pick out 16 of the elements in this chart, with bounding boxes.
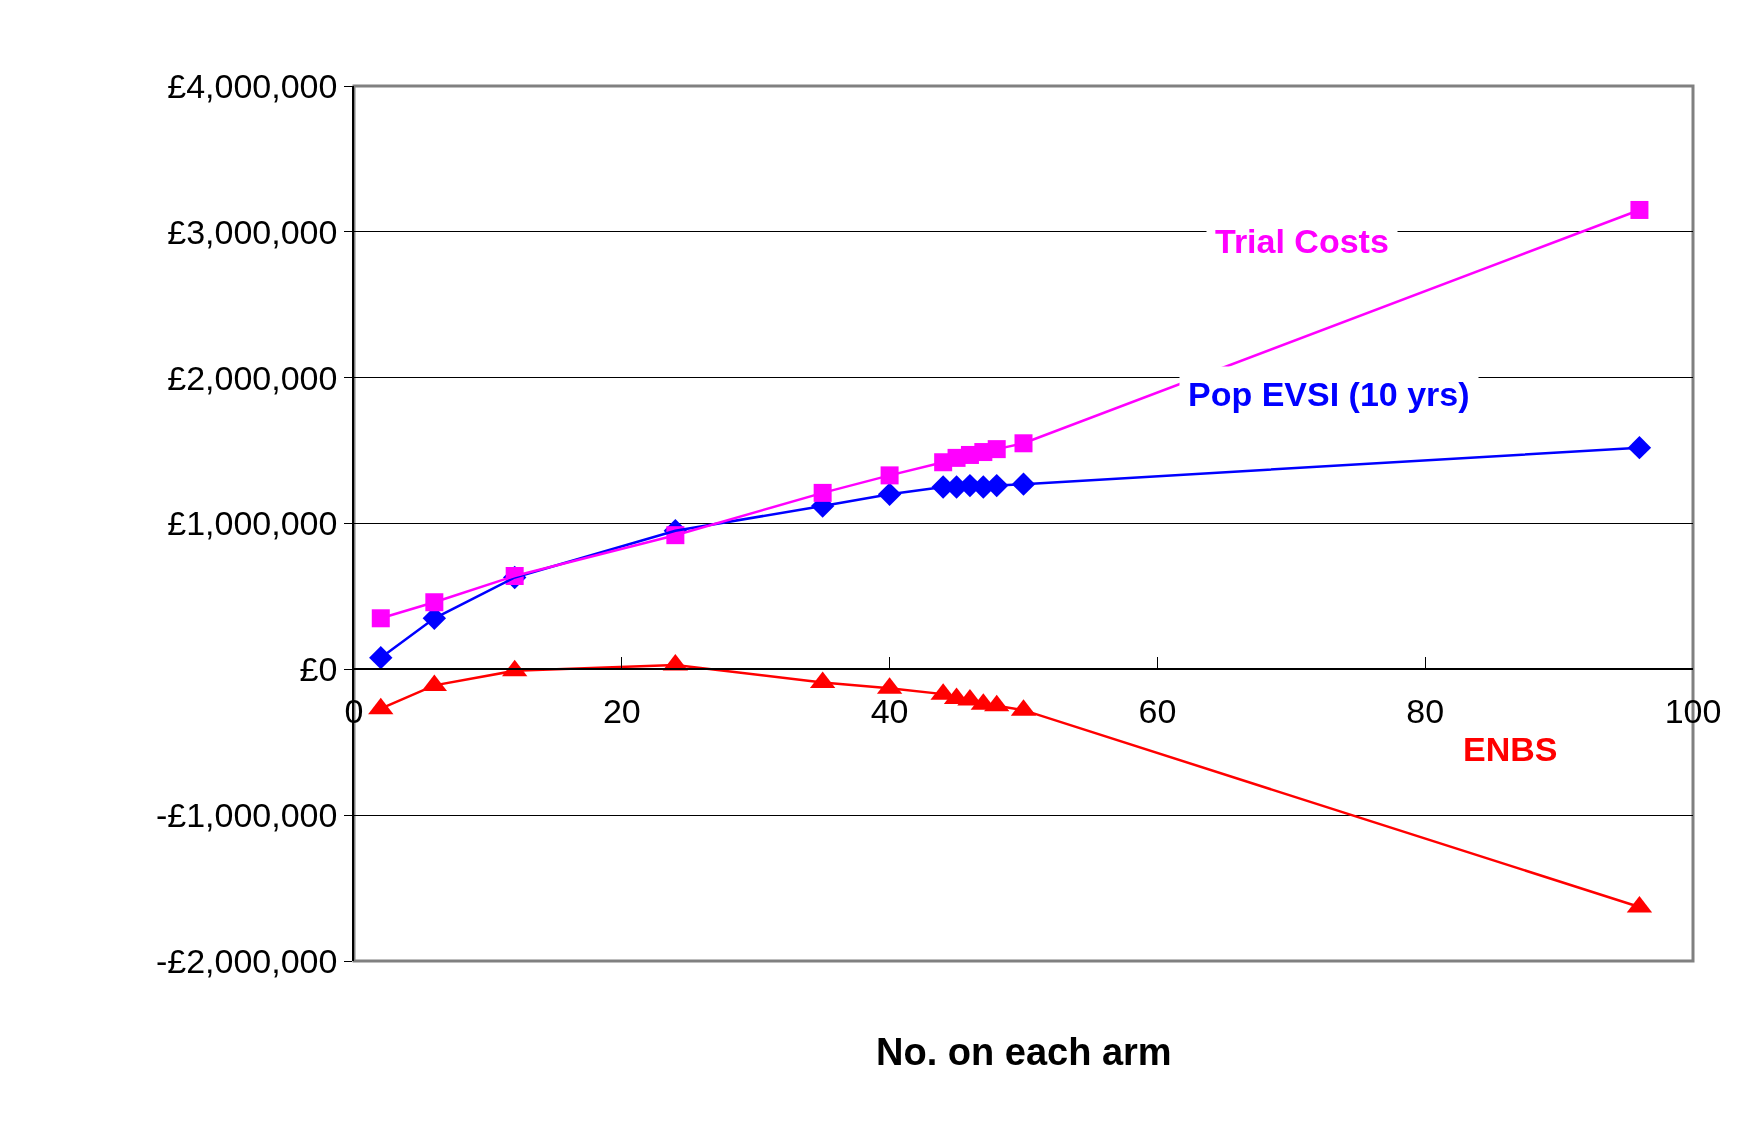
y-tick-label: £2,000,000: [167, 358, 338, 397]
x-axis-title: No. on each arm: [876, 1031, 1172, 1073]
y-tick-label: £3,000,000: [167, 212, 338, 251]
series-label: Trial Costs: [1215, 222, 1389, 260]
x-tick-label: 80: [1406, 691, 1445, 730]
y-tick-label: -£1,000,000: [155, 796, 338, 835]
y-tick-label: £0: [299, 650, 338, 689]
y-tick-label: £4,000,000: [167, 66, 338, 105]
text: ENBS: [1463, 730, 1558, 768]
series-label: Pop EVSI (10 yrs): [1188, 375, 1470, 413]
y-tick-label: £1,000,000: [167, 504, 338, 543]
y-tick-label: -£2,000,000: [155, 941, 338, 980]
x-tick-label: 100: [1664, 691, 1722, 730]
x-tick-label: 40: [870, 691, 909, 730]
x-tick-label: 60: [1138, 691, 1177, 730]
x-tick-label: 20: [602, 691, 641, 730]
